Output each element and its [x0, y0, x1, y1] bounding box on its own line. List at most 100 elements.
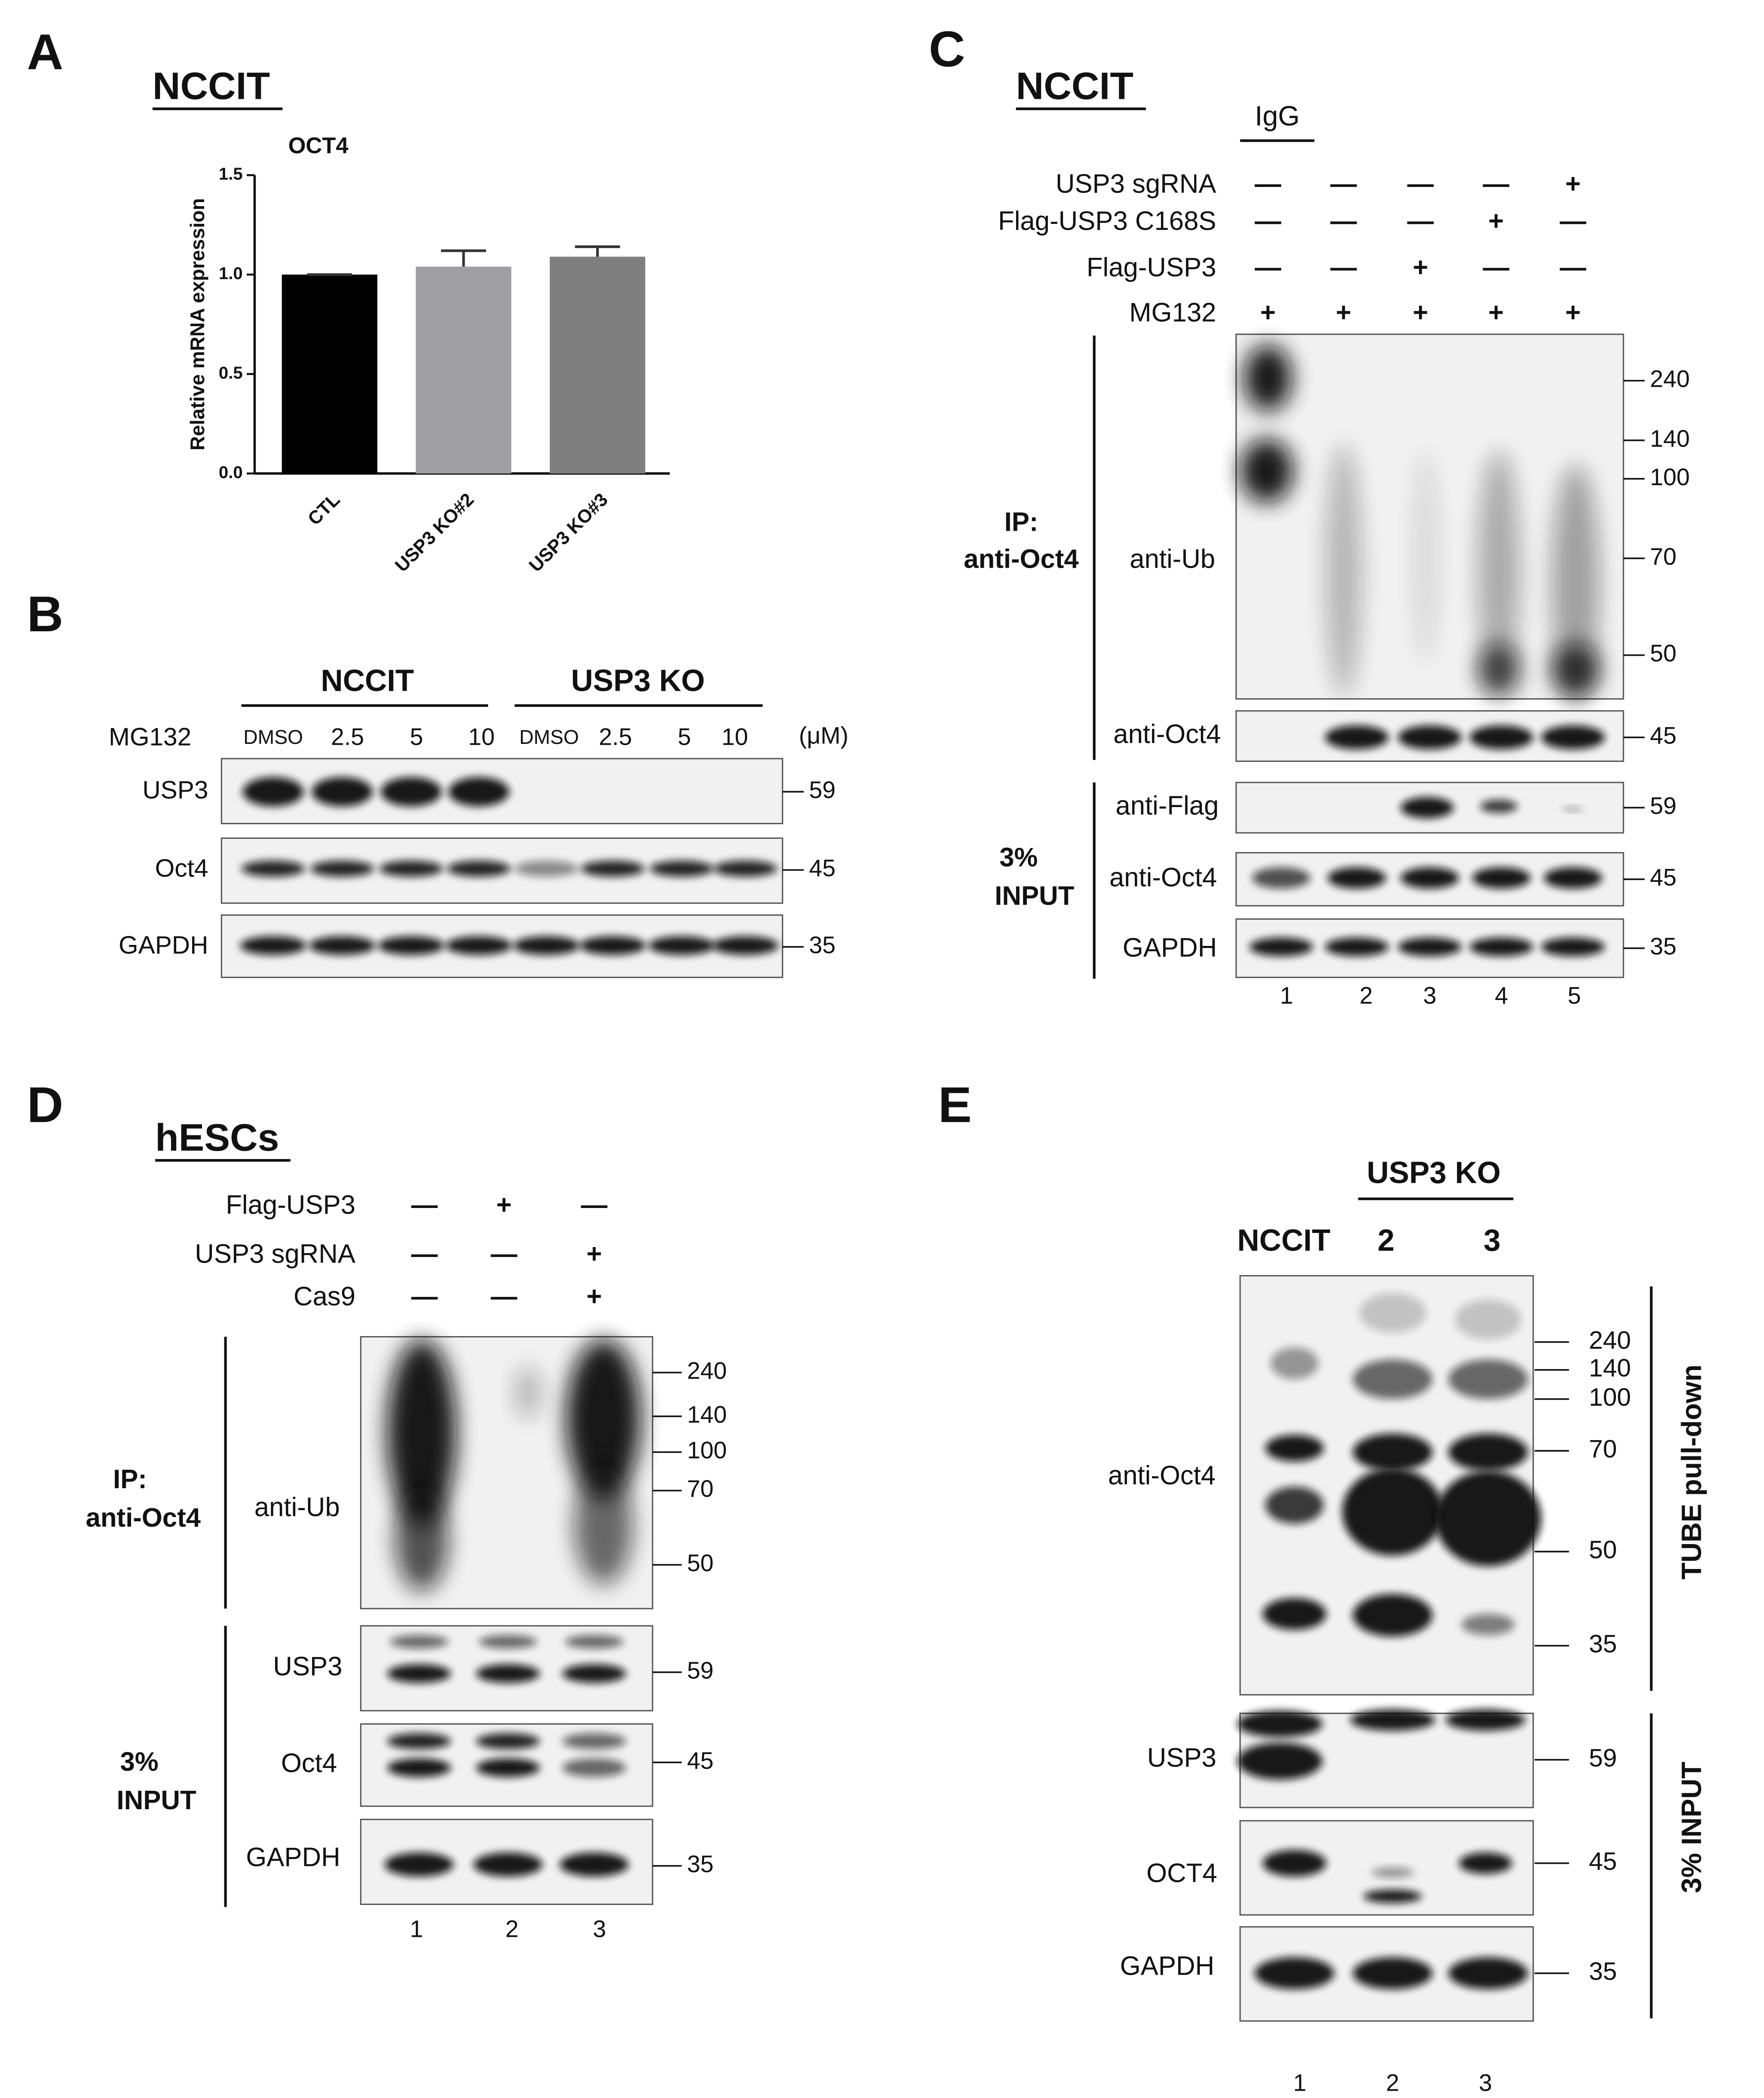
condition-sign: —: [1483, 169, 1510, 199]
mw-label: 240: [1650, 365, 1690, 392]
blot-bands: [387, 1635, 626, 1683]
band: [1448, 1433, 1528, 1471]
band: [1327, 867, 1386, 889]
ip-label: IP:: [113, 1465, 147, 1494]
lane-number: 1: [1293, 2070, 1307, 2096]
band: [574, 1465, 633, 1585]
error-bar: [441, 249, 486, 267]
band: [1480, 799, 1518, 813]
band: [1398, 725, 1462, 749]
lane-label: DMSO: [519, 726, 579, 748]
panel-heading: NCCIT: [1016, 64, 1133, 107]
condition-sign: —: [1560, 206, 1586, 236]
blot-bands: [1325, 725, 1605, 749]
lane-number: 3: [1479, 2070, 1492, 2096]
ip-label: IP:: [1004, 507, 1038, 537]
ip-label: anti-Oct4: [964, 544, 1078, 574]
blot-label: anti-Flag: [1115, 791, 1219, 821]
band: [1353, 1594, 1433, 1636]
band: [1353, 1957, 1433, 1989]
band: [387, 1758, 451, 1777]
mw-label: 35: [1589, 1957, 1617, 1985]
band: [387, 1339, 456, 1525]
condition-label: USP3 sgRNA: [1056, 169, 1217, 199]
condition-sign: —: [411, 1239, 438, 1269]
band: [445, 936, 512, 955]
band: [1353, 1433, 1433, 1471]
panel-letter: D: [27, 1077, 64, 1133]
blot-label: anti-Oct4: [1113, 719, 1221, 749]
band: [1472, 867, 1531, 889]
panel-letter: C: [929, 21, 965, 77]
band: [312, 777, 373, 807]
band: [380, 777, 442, 807]
condition-sign: —: [1255, 206, 1281, 236]
condition-label: Flag-USP3: [1087, 253, 1216, 282]
lane-label: 2.5: [331, 724, 364, 750]
band: [1325, 937, 1389, 956]
band: [562, 1733, 626, 1749]
panel-letter: E: [938, 1077, 972, 1133]
blot-label: GAPDH: [246, 1843, 340, 1872]
band: [478, 1635, 537, 1648]
band: [1400, 797, 1454, 819]
mw-label: 140: [687, 1401, 727, 1428]
band: [1541, 725, 1605, 749]
band: [1252, 867, 1311, 889]
band: [513, 936, 580, 955]
band: [1359, 1293, 1426, 1333]
lane-label: 5: [410, 724, 423, 750]
band: [648, 936, 715, 955]
mw-label: 50: [1589, 1536, 1617, 1564]
condition-sign: —: [1407, 206, 1434, 236]
lane-number: 3: [593, 1916, 606, 1942]
lane-label: 10: [722, 724, 748, 750]
condition-label: Cas9: [294, 1281, 355, 1311]
mw-label: 100: [1589, 1383, 1631, 1411]
band: [1541, 937, 1605, 956]
blot-bands: [240, 936, 779, 955]
band: [579, 936, 646, 955]
blot-label: Oct4: [281, 1749, 337, 1778]
group-label: USP3 KO: [571, 664, 705, 698]
control-label: IgG: [1255, 100, 1299, 132]
band: [1265, 1434, 1324, 1462]
band: [1398, 937, 1462, 956]
band: [1477, 643, 1520, 697]
band: [1461, 1614, 1515, 1635]
mw-label: 59: [1589, 1744, 1617, 1772]
mw-label: 70: [1650, 543, 1677, 570]
mw-label: 45: [809, 855, 836, 881]
band: [1400, 867, 1459, 889]
lane-header: 3: [1484, 1223, 1501, 1257]
band: [1469, 725, 1534, 749]
condition-sign: —: [1407, 169, 1434, 199]
mw-label: 59: [809, 777, 836, 803]
band: [1265, 1486, 1324, 1524]
blot-label: USP3: [142, 776, 208, 804]
panel-heading: hESCs: [155, 1116, 279, 1159]
blot-label: GAPDH: [1120, 1951, 1214, 1981]
condition-sign: —: [1255, 169, 1281, 199]
mw-label: 70: [687, 1475, 714, 1502]
mw-label: 45: [1589, 1847, 1617, 1875]
lane-header: 2: [1378, 1223, 1394, 1257]
lane-number: 1: [410, 1916, 423, 1942]
band: [476, 1664, 540, 1683]
band: [1249, 937, 1313, 956]
blot-bands: [242, 777, 509, 807]
band: [476, 1758, 540, 1777]
y-tick-label: 0.5: [219, 364, 243, 382]
input-label: 3%: [120, 1747, 158, 1777]
condition-sign: —: [1483, 253, 1510, 282]
condition-sign: +: [1413, 253, 1428, 282]
band: [447, 860, 511, 877]
band: [242, 777, 304, 807]
lane-number: 3: [1423, 982, 1436, 1009]
blot-bands: [387, 1733, 626, 1777]
mw-label: 35: [809, 932, 836, 958]
condition-sign: —: [491, 1281, 518, 1311]
condition-sign: +: [1488, 206, 1504, 236]
band: [650, 860, 714, 877]
condition-sign: +: [1260, 298, 1276, 327]
